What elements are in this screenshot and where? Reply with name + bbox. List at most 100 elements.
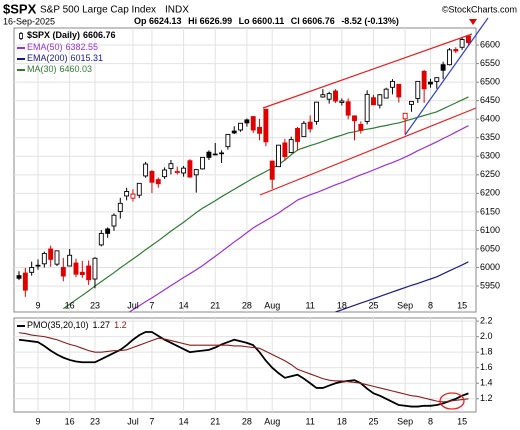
low-value: 6600.11 (252, 16, 284, 26)
candle-body (149, 171, 155, 183)
support-line (404, 17, 489, 136)
high-label: Hi (188, 16, 197, 26)
y-tick-label: 6000 (480, 262, 500, 272)
candle-body (54, 250, 60, 265)
y-tick-label: 1.6 (480, 362, 493, 372)
series-line (18, 332, 469, 403)
candle-body (41, 252, 47, 265)
series-line (335, 261, 469, 312)
x-tick-label: 14 (179, 416, 189, 426)
x-tick-label: 25 (368, 300, 378, 310)
change-value: -8.52 (341, 16, 362, 26)
x-tick-label: 28 (242, 416, 252, 426)
x-tick-label: 25 (368, 416, 378, 426)
candle-body (447, 49, 452, 66)
y-tick-label: 6350 (480, 132, 500, 142)
highlight-circle (439, 392, 465, 410)
y-tick-label: 6450 (480, 95, 500, 105)
x-tick-label: 11 (306, 300, 315, 310)
pmo-grid (14, 318, 479, 412)
candle-body (326, 93, 332, 100)
candle-body (301, 122, 307, 138)
x-tick-label: 18 (337, 416, 347, 426)
candle-body (383, 88, 389, 99)
candle-body (307, 121, 313, 130)
candle-body (396, 83, 402, 98)
legend-name: EMA(200) (27, 53, 68, 63)
candle-body (162, 169, 168, 178)
candle-body (130, 193, 136, 199)
candle-body (206, 151, 212, 158)
security-name: S&P 500 Large Cap Index (40, 5, 156, 16)
x-tick-label: 15 (457, 300, 467, 310)
legend-value: 6460.03 (60, 64, 93, 74)
legend-entry: PMO(35,20,10) 1.27 1.2 (27, 320, 127, 330)
legend-value: 6606.76 (83, 30, 116, 40)
credit: ©StockCharts.com (442, 4, 517, 14)
axes: 5950 6000 6050 6100 6150 6200 6250 6300 6350 6400… (35, 39, 500, 426)
candle-body (295, 128, 300, 142)
x-tick-label: Jul (127, 416, 139, 426)
legend-value: 6382.55 (66, 42, 99, 52)
x-tick-label: 9 (35, 416, 40, 426)
candle-body (73, 262, 79, 275)
price-panel (13, 27, 477, 313)
candle-body (98, 232, 104, 246)
candle-body (29, 267, 35, 273)
candle-body (124, 191, 130, 197)
x-tick-label: 18 (337, 300, 347, 310)
candle-body (352, 115, 357, 122)
y-tick-label: 6300 (480, 151, 500, 161)
x-tick-label: 16 (65, 300, 75, 310)
overlays (62, 96, 469, 312)
candle-body (238, 122, 244, 131)
x-tick-label: 23 (90, 300, 100, 310)
ohlc-line: Op 6624.13 Hi 6626.99 Lo 6600.11 Cl 6606… (134, 16, 399, 26)
series-line (62, 96, 469, 310)
high-value: 6626.99 (200, 16, 233, 26)
candle-body (320, 94, 326, 98)
legend-name: PMO(35,20,10) (27, 320, 89, 330)
candle-body (402, 112, 408, 120)
candle-body (276, 144, 281, 168)
candle-body (212, 153, 218, 156)
legend-entry: MA(30) 6460.03 (27, 64, 92, 74)
candle-body (200, 156, 206, 170)
candle-body (111, 214, 117, 227)
close-value: 6606.76 (302, 16, 335, 26)
candle-body (35, 264, 41, 267)
exchange: INDX (165, 5, 189, 16)
candle-body (86, 265, 92, 281)
candle-body (48, 248, 54, 260)
y-tick-label: 2.0 (480, 331, 493, 341)
candle-body (358, 123, 364, 131)
candle-body (333, 90, 338, 102)
candle-body (314, 101, 319, 122)
candle-body (257, 126, 262, 134)
legend-entry: EMA(50) 6382.55 (27, 42, 98, 52)
lower-channel-line (259, 107, 477, 196)
open-value: 6624.13 (149, 16, 182, 26)
candle-body (415, 80, 421, 99)
candle-body (465, 35, 471, 43)
x-tick-label: 23 (90, 416, 100, 426)
candle-body (459, 39, 465, 48)
x-tick-label: Aug (264, 300, 280, 310)
candle-body (377, 94, 383, 106)
x-tick-label: 21 (210, 300, 220, 310)
y-tick-label: 1.4 (480, 378, 493, 388)
candle-body (187, 160, 193, 178)
upper-channel-line (262, 33, 473, 109)
legend-name: $SPX (Daily) (27, 30, 80, 40)
x-tick-label: 11 (306, 416, 315, 426)
x-tick-label: 15 (457, 416, 467, 426)
candle-body (174, 171, 180, 174)
candle-body (250, 116, 256, 131)
candle-body (22, 272, 28, 291)
symbol: $SPX (3, 1, 37, 16)
x-tick-label: 28 (242, 300, 252, 310)
legend: $SPX (Daily) 6606.76 EMA(50) 6382.55EMA(200… (17, 30, 127, 330)
candle-body (193, 169, 199, 176)
candle-body (269, 160, 275, 180)
